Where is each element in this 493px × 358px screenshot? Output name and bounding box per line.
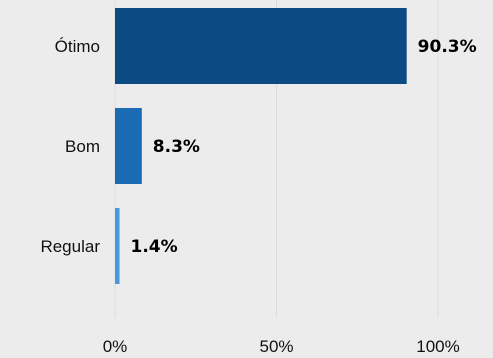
x-axis-tick-labels: 0% 50% 100% bbox=[103, 337, 460, 356]
value-label-3: 1.4% bbox=[131, 237, 178, 257]
value-labels: 90.3% 8.3% 1.4% bbox=[131, 37, 477, 257]
category-labels: Ótimo Bom Regular bbox=[40, 37, 100, 256]
category-label-2: Bom bbox=[65, 137, 100, 156]
bar-3 bbox=[115, 208, 120, 284]
x-tick-label-50: 50% bbox=[259, 337, 293, 356]
value-label-1: 90.3% bbox=[418, 37, 477, 57]
value-label-2: 8.3% bbox=[153, 137, 200, 157]
category-label-1: Ótimo bbox=[55, 37, 100, 56]
x-tick-label-100: 100% bbox=[416, 337, 459, 356]
x-tick-label-0: 0% bbox=[103, 337, 128, 356]
bar-2 bbox=[115, 108, 142, 184]
bar-1 bbox=[115, 8, 407, 84]
bars bbox=[115, 8, 407, 284]
category-label-3: Regular bbox=[40, 237, 100, 256]
